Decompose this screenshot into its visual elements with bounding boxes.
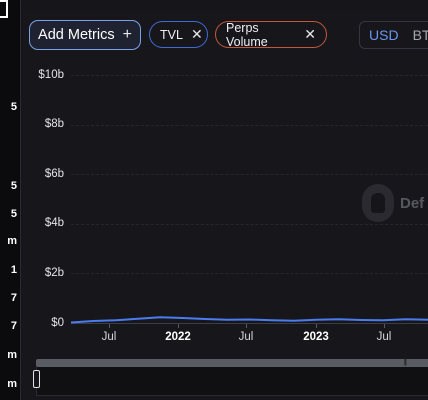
watermark: Def	[362, 184, 424, 222]
close-icon[interactable]: ✕	[304, 26, 316, 42]
brush-track[interactable]	[36, 359, 428, 367]
metric-chip-tvl[interactable]: TVL ✕	[149, 21, 208, 48]
sidebar-value: 1	[10, 264, 17, 276]
plus-icon: +	[122, 26, 132, 43]
x-tick-label: Jul	[238, 331, 254, 343]
x-tick	[384, 324, 385, 328]
currency-option-usd[interactable]: USD	[369, 27, 399, 43]
y-tick-label: $0	[51, 317, 64, 329]
add-metrics-label: Add Metrics	[38, 27, 115, 43]
currency-option-btc[interactable]: BT	[412, 27, 428, 43]
x-tick	[316, 324, 317, 328]
chart-plot	[70, 316, 428, 324]
add-metrics-button[interactable]: Add Metrics +	[29, 20, 141, 50]
sidebar-value: 7	[10, 320, 17, 332]
metric-chip-perps-volume[interactable]: Perps Volume ✕	[215, 20, 327, 49]
sidebar-value: 5	[10, 101, 17, 113]
y-tick-label: $4b	[44, 217, 64, 229]
bracket-icon	[0, 0, 8, 18]
sidebar-value: 5	[10, 180, 17, 192]
sidebar-value: m	[7, 349, 17, 361]
watermark-text: Def	[400, 194, 425, 212]
brush-left-handle[interactable]	[33, 370, 40, 388]
x-tick	[246, 324, 247, 328]
series-line	[70, 316, 428, 324]
defillama-logo-icon	[362, 184, 394, 222]
x-tick	[109, 324, 110, 328]
brush-range-area[interactable]	[36, 367, 428, 396]
sidebar-value: 5	[10, 208, 17, 220]
x-tick-label: Jul	[376, 331, 392, 343]
y-tick-label: $10b	[38, 69, 64, 81]
gridline	[71, 273, 428, 274]
x-axis-line	[71, 323, 428, 324]
chart-card: Add Metrics + TVL ✕ Perps Volume ✕ USD B…	[21, 10, 428, 400]
x-tick	[178, 324, 179, 328]
gridline	[71, 125, 428, 126]
chip-label: TVL	[160, 27, 183, 42]
grip-icon[interactable]: |||	[403, 359, 408, 366]
gridline	[71, 75, 428, 76]
sidebar-value: m	[7, 378, 17, 390]
sidebar-value: 7	[10, 292, 17, 304]
sidebar-value: m	[7, 235, 17, 247]
gridline	[71, 174, 428, 175]
x-tick-label: Jul	[101, 331, 117, 343]
y-tick-label: $6b	[44, 168, 64, 180]
currency-toggle: USD BT	[359, 21, 428, 49]
x-tick-label: 2023	[303, 331, 329, 343]
close-icon[interactable]: ✕	[190, 26, 203, 42]
sidebar-panel: 5 5 5 m 1 7 7 m m	[0, 0, 21, 400]
y-tick-label: $2b	[44, 267, 64, 279]
y-tick-label: $8b	[44, 118, 64, 130]
x-tick-label: 2022	[165, 331, 191, 343]
chip-label: Perps Volume	[226, 20, 268, 49]
gridline	[71, 224, 428, 225]
